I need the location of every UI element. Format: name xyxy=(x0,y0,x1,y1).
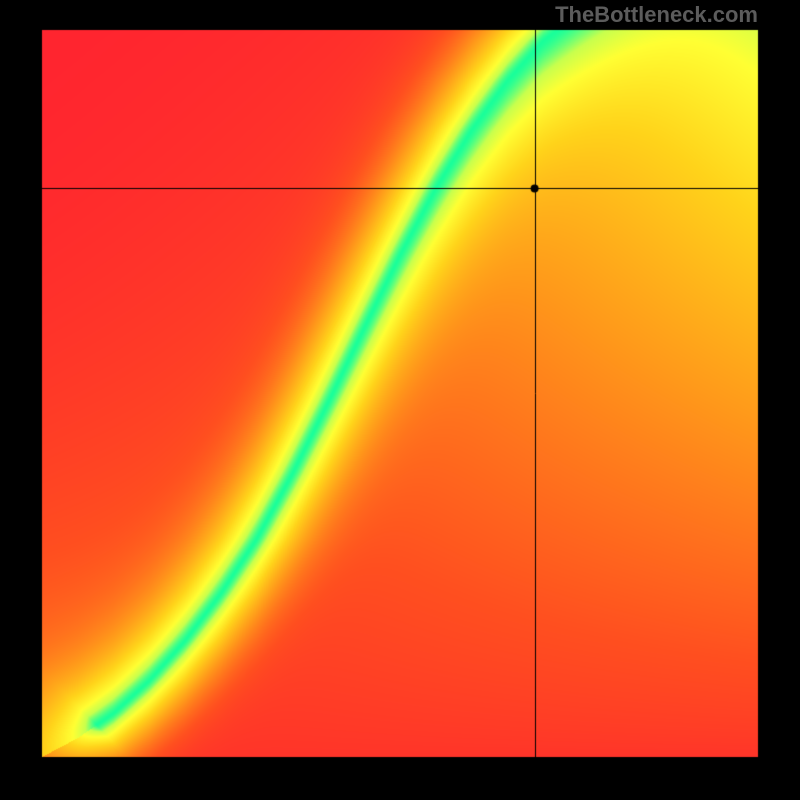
bottleneck-heatmap xyxy=(0,0,800,800)
chart-container: TheBottleneck.com xyxy=(0,0,800,800)
watermark-text: TheBottleneck.com xyxy=(555,2,758,28)
